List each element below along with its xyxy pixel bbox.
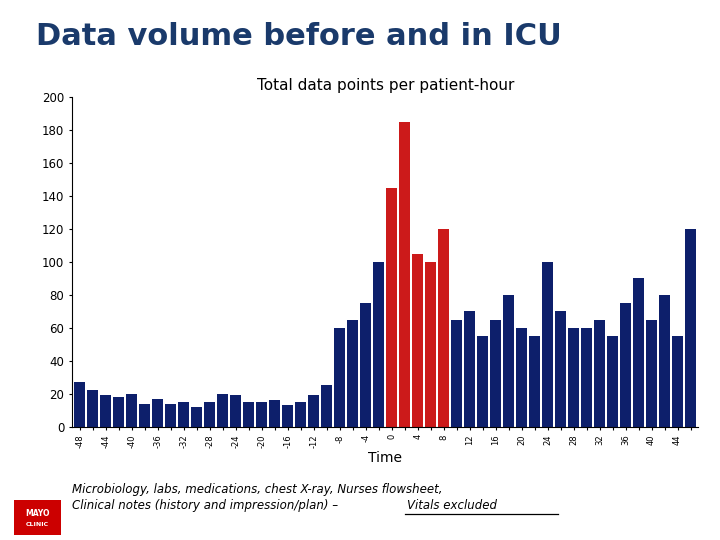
Bar bbox=[646, 320, 657, 427]
Bar bbox=[139, 403, 150, 427]
Bar bbox=[451, 320, 462, 427]
Bar bbox=[87, 390, 99, 427]
Bar bbox=[179, 402, 189, 427]
Text: Microbiology, labs, medications, chest X-ray, Nurses flowsheet,: Microbiology, labs, medications, chest X… bbox=[72, 483, 443, 496]
Bar bbox=[74, 382, 86, 427]
Bar bbox=[373, 262, 384, 427]
X-axis label: Time: Time bbox=[368, 451, 402, 465]
Bar bbox=[685, 229, 696, 427]
Bar bbox=[217, 394, 228, 427]
FancyBboxPatch shape bbox=[14, 500, 61, 535]
Bar bbox=[204, 402, 215, 427]
Bar bbox=[192, 407, 202, 427]
Bar bbox=[321, 386, 332, 427]
Bar bbox=[490, 320, 501, 427]
Text: MAYO: MAYO bbox=[25, 509, 50, 518]
Text: Vitals excluded: Vitals excluded bbox=[407, 499, 497, 512]
Bar bbox=[360, 303, 372, 427]
Bar bbox=[464, 311, 475, 427]
Bar bbox=[386, 188, 397, 427]
Bar bbox=[269, 400, 280, 427]
Bar bbox=[126, 394, 138, 427]
Bar bbox=[607, 336, 618, 427]
Bar bbox=[399, 122, 410, 427]
Bar bbox=[568, 328, 579, 427]
Bar bbox=[581, 328, 592, 427]
Title: Total data points per patient-hour: Total data points per patient-hour bbox=[256, 78, 514, 93]
Bar bbox=[503, 295, 514, 427]
Bar bbox=[659, 295, 670, 427]
Bar bbox=[100, 395, 112, 427]
Bar bbox=[295, 402, 306, 427]
Bar bbox=[347, 320, 359, 427]
Bar bbox=[672, 336, 683, 427]
Bar bbox=[633, 279, 644, 427]
Bar bbox=[308, 395, 319, 427]
Bar bbox=[438, 229, 449, 427]
Bar bbox=[426, 262, 436, 427]
Bar bbox=[152, 399, 163, 427]
Bar bbox=[594, 320, 605, 427]
Text: Clinical notes (history and impression/plan) –: Clinical notes (history and impression/p… bbox=[72, 499, 342, 512]
Text: CLINIC: CLINIC bbox=[26, 522, 50, 527]
Bar bbox=[529, 336, 540, 427]
Bar bbox=[113, 397, 125, 427]
Bar bbox=[334, 328, 345, 427]
Bar bbox=[230, 395, 241, 427]
Bar bbox=[243, 402, 254, 427]
Bar bbox=[620, 303, 631, 427]
Bar bbox=[542, 262, 553, 427]
Bar bbox=[516, 328, 527, 427]
Bar bbox=[166, 403, 176, 427]
Bar bbox=[256, 402, 267, 427]
Bar bbox=[282, 405, 293, 427]
Bar bbox=[477, 336, 488, 427]
Bar bbox=[412, 254, 423, 427]
Text: Data volume before and in ICU: Data volume before and in ICU bbox=[36, 22, 562, 51]
Bar bbox=[555, 311, 566, 427]
